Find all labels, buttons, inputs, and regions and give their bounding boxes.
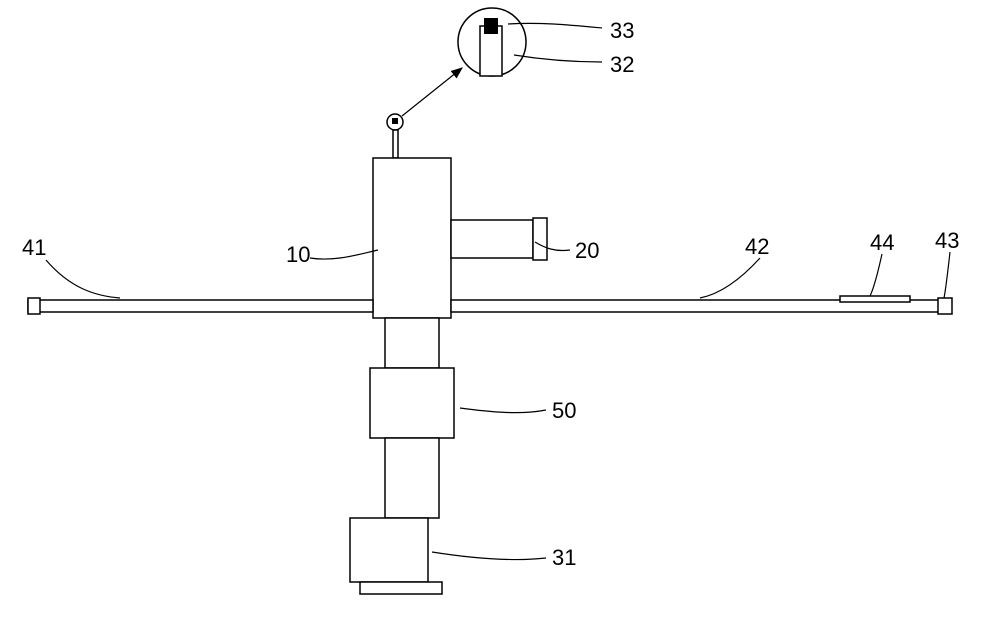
label-32: 32: [610, 52, 634, 78]
label-20: 20: [575, 238, 599, 264]
label-42: 42: [745, 234, 769, 260]
detail-rect-33: [484, 18, 498, 34]
leader-arrow_detail: [402, 68, 462, 116]
block-50: [370, 368, 454, 438]
leader-l50: [460, 408, 546, 413]
label-41: 41: [22, 235, 46, 261]
left-wing-tip: [28, 298, 40, 314]
block-31: [350, 518, 428, 582]
leader-l43: [944, 252, 950, 298]
diagram-svg: [0, 0, 1000, 635]
main-body-10: [373, 158, 451, 318]
lower-body: [385, 318, 439, 368]
label-50: 50: [552, 398, 576, 424]
bottom-rail: [360, 582, 442, 594]
technical-diagram: [0, 0, 1000, 635]
label-33: 33: [610, 18, 634, 44]
left-wing-41: [28, 300, 373, 312]
lower-shaft: [385, 438, 439, 518]
label-10: 10: [286, 242, 310, 268]
label-44: 44: [870, 230, 894, 256]
side-tube-20: [451, 220, 533, 258]
side-tube-cap: [533, 218, 547, 260]
leader-l41: [46, 260, 120, 298]
leader-l10: [310, 250, 378, 259]
leader-l31: [432, 552, 546, 560]
leader-l42: [700, 258, 760, 298]
antenna-shaft: [393, 130, 398, 158]
label-43: 43: [935, 228, 959, 254]
right-wing-detail-44: [840, 296, 910, 302]
leader-l32: [514, 55, 602, 62]
antenna-inner: [392, 118, 398, 124]
label-31: 31: [552, 545, 576, 571]
right-wing-tip-43: [938, 298, 952, 314]
leader-l44: [870, 254, 882, 296]
